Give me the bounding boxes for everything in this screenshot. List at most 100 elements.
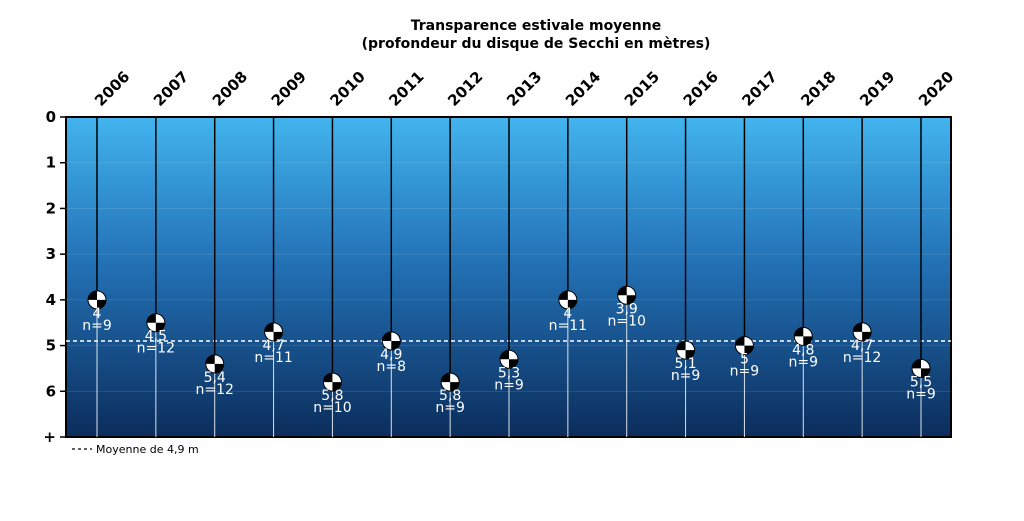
sample-count-label: n=9 [82, 318, 112, 334]
secchi-disc-2016: 5,1n=9 [671, 117, 700, 384]
x-tick-label: 2010 [327, 68, 369, 110]
secchi-disc-2019: 4,7n=12 [843, 117, 881, 366]
x-tick-label: 2018 [797, 68, 839, 110]
secchi-disc-2009: 4,7n=11 [254, 117, 293, 366]
secchi-disc-2012: 5,8n=9 [435, 117, 465, 416]
secchi-disc-2017: 5n=9 [730, 117, 760, 380]
x-tick-label: 2007 [150, 68, 192, 110]
disc-quadrant [803, 336, 813, 346]
disc-quadrant [264, 322, 274, 332]
legend: Moyenne de 4,9 m [72, 443, 199, 456]
disc-quadrant [273, 331, 283, 341]
y-tick-label: 0 [46, 108, 56, 126]
sample-count-label: n=8 [377, 359, 407, 375]
x-tick-label: 2013 [503, 68, 545, 110]
disc-quadrant [744, 345, 754, 355]
legend-mean-label: Moyenne de 4,9 m [96, 443, 199, 456]
disc-quadrant [794, 327, 804, 337]
sample-count-label: n=9 [789, 354, 819, 370]
disc-quadrant [921, 368, 930, 378]
disc-quadrant [88, 290, 97, 300]
sample-count-label: n=10 [608, 313, 646, 329]
sample-count-label: n=9 [494, 377, 524, 393]
disc-quadrant [441, 373, 451, 383]
disc-quadrant [735, 336, 745, 346]
sample-count-label: n=9 [435, 400, 465, 416]
disc-quadrant [509, 359, 518, 369]
sample-count-label: n=9 [906, 386, 936, 402]
value-label: 4,9 [380, 347, 402, 363]
x-tick-label: 2009 [268, 68, 310, 110]
disc-quadrant [146, 313, 156, 323]
x-tick-label: 2016 [680, 68, 722, 110]
sample-count-label: n=11 [254, 350, 292, 366]
y-tick-label: 4 [46, 291, 56, 309]
disc-quadrant [205, 354, 215, 364]
disc-quadrant [912, 359, 921, 369]
sample-count-label: n=12 [843, 350, 881, 366]
sample-count-label: n=9 [730, 364, 760, 380]
value-label: 4 [563, 306, 572, 322]
disc-quadrant [862, 331, 872, 341]
x-axis: 2006 2007 2008 2009 2010 2011 2012 2013 2014 2015… [91, 68, 957, 110]
value-label: 4,7 [851, 338, 873, 354]
value-label: 4 [93, 306, 102, 322]
data-series: 4n=94,5n=125,4n=124,7n=115,8n=104,9n=85,… [82, 117, 936, 416]
chart-title: Transparence estivale moyenne [411, 18, 661, 34]
sample-count-label: n=12 [196, 382, 234, 398]
disc-quadrant [558, 290, 568, 300]
sample-count-label: n=11 [549, 318, 587, 334]
secchi-disc-2011: 4,9n=8 [377, 117, 407, 375]
value-label: 5,1 [674, 356, 696, 372]
y-tick-label: + [43, 428, 56, 446]
secchi-disc-2008: 5,4n=12 [196, 117, 234, 398]
value-label: 5,8 [321, 388, 343, 404]
y-axis: 0 1 2 3 4 5 6 + [43, 108, 66, 446]
y-tick-label: 5 [46, 337, 56, 355]
value-label: 3,9 [616, 301, 638, 317]
disc-quadrant [155, 322, 165, 332]
disc-quadrant [391, 341, 401, 350]
sample-count-label: n=12 [137, 341, 175, 357]
secchi-disc-2014: 4n=11 [549, 117, 587, 334]
value-label: 4,5 [145, 329, 167, 345]
y-tick-label: 6 [46, 382, 56, 400]
disc-quadrant [853, 322, 863, 332]
disc-quadrant [626, 295, 636, 305]
disc-quadrant [214, 363, 224, 373]
secchi-disc-2020: 5,5n=9 [906, 117, 936, 402]
secchi-disc-2015: 3,9n=10 [608, 117, 646, 329]
disc-quadrant [500, 350, 509, 360]
disc-quadrant [567, 299, 577, 309]
disc-quadrant [676, 341, 686, 351]
secchi-disc-2018: 4,8n=9 [789, 117, 819, 370]
disc-quadrant [382, 332, 392, 341]
y-tick-label: 1 [46, 154, 56, 172]
value-label: 4,7 [262, 338, 284, 354]
disc-quadrant [332, 382, 342, 392]
x-tick-label: 2006 [91, 68, 133, 110]
x-tick-label: 2020 [915, 68, 957, 110]
x-tick-label: 2019 [856, 68, 898, 110]
chart-subtitle: (profondeur du disque de Secchi en mètre… [362, 36, 711, 52]
value-label: 5,5 [910, 374, 932, 390]
value-label: 5,4 [204, 370, 226, 386]
disc-quadrant [323, 373, 333, 383]
x-tick-label: 2017 [739, 68, 781, 110]
secchi-disc-2007: 4,5n=12 [137, 117, 175, 357]
disc-quadrant [97, 299, 106, 309]
x-tick-label: 2014 [562, 68, 604, 110]
sample-count-label: n=10 [313, 400, 351, 416]
x-tick-label: 2008 [209, 68, 251, 110]
disc-quadrant [450, 382, 460, 392]
secchi-disc-2013: 5,3n=9 [494, 117, 524, 393]
disc-quadrant [617, 286, 627, 296]
value-label: 5,8 [439, 388, 461, 404]
secchi-disc-2010: 5,8n=10 [313, 117, 352, 416]
value-label: 5 [740, 352, 749, 368]
value-label: 4,8 [792, 342, 814, 358]
disc-quadrant [685, 350, 695, 360]
value-label: 5,3 [498, 365, 520, 381]
x-tick-label: 2015 [621, 68, 663, 110]
